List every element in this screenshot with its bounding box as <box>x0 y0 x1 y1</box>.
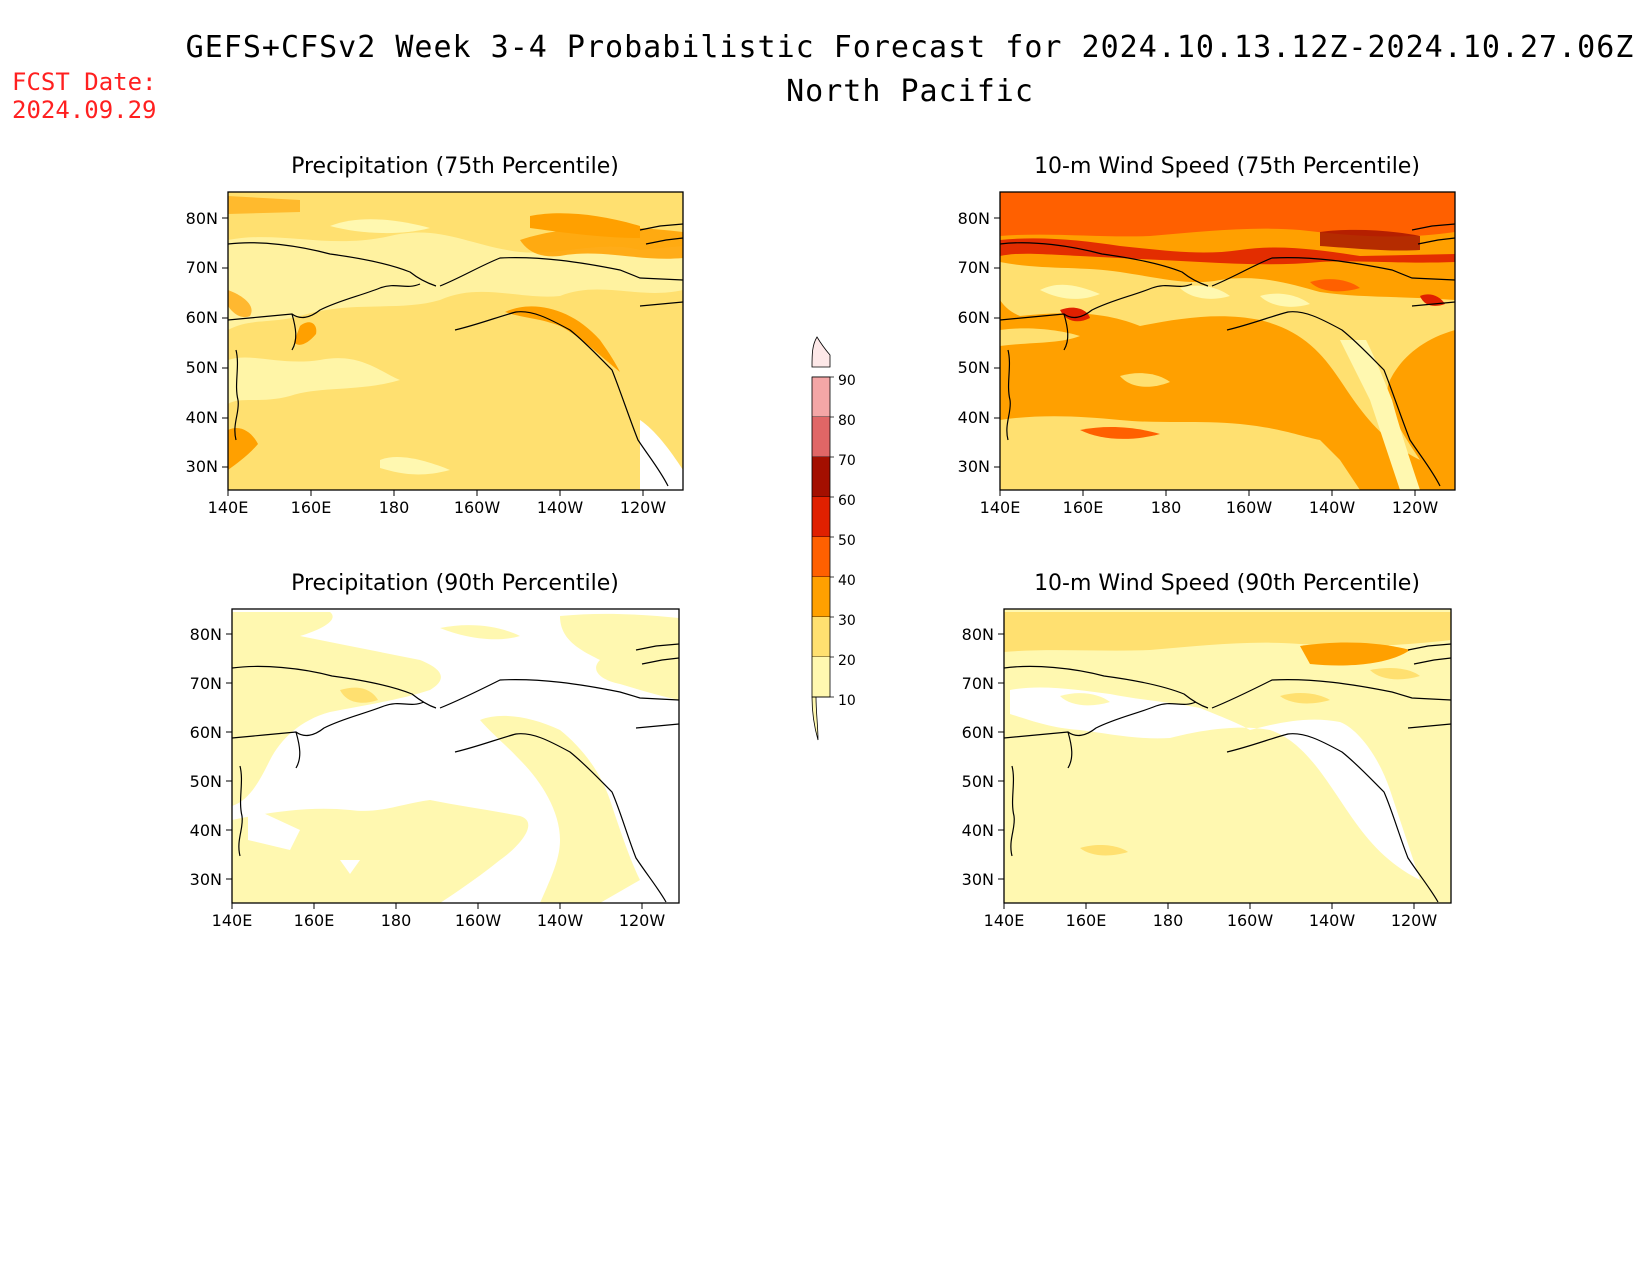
lat-axis: 80N 70N 60N 50N 40N 30N <box>186 209 218 476</box>
lat-tick-label: 40N <box>190 821 222 840</box>
lat-tick-label: 70N <box>186 258 218 277</box>
colorbar-swatch <box>812 577 830 617</box>
panel-title: 10-m Wind Speed (75th Percentile) <box>1034 154 1420 179</box>
lon-tick-label: 140W <box>1309 498 1356 517</box>
lon-tick-label: 160E <box>1063 498 1104 517</box>
colorbar-label: 80 <box>838 413 856 429</box>
lon-tick-label: 140E <box>980 498 1021 517</box>
lat-tick-label: 60N <box>186 308 218 327</box>
wind-90-contours <box>1004 609 1451 903</box>
colorbar-swatch <box>812 617 830 657</box>
lat-tick-label: 80N <box>958 209 990 228</box>
lon-tick-label: 160W <box>455 911 502 930</box>
lon-tick-label: 180 <box>381 911 412 930</box>
lat-tick-label: 70N <box>962 674 994 693</box>
colorbar-labels: 90 80 70 60 50 40 30 20 10 <box>838 373 856 709</box>
colorbar-label: 20 <box>838 653 856 669</box>
colorbar: 90 80 70 60 50 40 30 20 10 <box>811 336 856 741</box>
lon-tick-label: 160E <box>291 498 332 517</box>
panel-title: Precipitation (90th Percentile) <box>291 571 619 596</box>
colorbar-frame <box>811 376 831 698</box>
lat-tick-label: 30N <box>958 457 990 476</box>
colorbar-label: 50 <box>838 533 856 549</box>
colorbar-label: 70 <box>838 453 856 469</box>
lon-tick-label: 160E <box>1066 911 1107 930</box>
lon-tick-label: 160W <box>1226 498 1273 517</box>
colorbar-swatch <box>812 657 830 697</box>
lon-tick-label: 120W <box>1391 911 1438 930</box>
coastline <box>1004 643 1451 903</box>
lat-tick-label: 80N <box>190 625 222 644</box>
lat-axis: 80N 70N 60N 50N 40N 30N <box>958 209 990 476</box>
panel-wind-75: 10-m Wind Speed (75th Percentile) <box>958 154 1456 517</box>
lon-axis: 140E 160E 180 160W 140W 120W <box>212 911 666 930</box>
lon-axis: 140E 160E 180 160W 140W 120W <box>980 498 1439 517</box>
lon-tick-label: 180 <box>1151 498 1182 517</box>
lat-tick-label: 40N <box>958 408 990 427</box>
lon-tick-label: 160W <box>454 498 501 517</box>
wind-75-contours <box>1000 192 1455 490</box>
panel-title: 10-m Wind Speed (90th Percentile) <box>1034 571 1420 596</box>
colorbar-swatch <box>812 457 830 497</box>
precip-75-contours <box>228 192 683 490</box>
lat-tick-label: 40N <box>186 408 218 427</box>
lat-tick-label: 30N <box>186 457 218 476</box>
lat-tick-label: 30N <box>190 870 222 889</box>
coastline <box>232 643 679 903</box>
lat-tick-label: 50N <box>190 772 222 791</box>
colorbar-label: 90 <box>838 373 856 389</box>
lat-tick-label: 60N <box>190 723 222 742</box>
colorbar-label: 40 <box>838 573 856 589</box>
panel-precip-75: Precipitation (75th Percentile) <box>186 154 684 517</box>
lat-tick-label: 40N <box>962 821 994 840</box>
colorbar-swatches <box>811 376 834 698</box>
coastline <box>1000 223 1455 487</box>
colorbar-swatch <box>812 537 830 577</box>
region-subtitle: North Pacific <box>786 74 1034 109</box>
lon-tick-label: 180 <box>379 498 410 517</box>
lon-tick-label: 140E <box>208 498 249 517</box>
colorbar-label: 10 <box>838 693 856 709</box>
lon-tick-label: 120W <box>620 498 667 517</box>
panel-precip-90: Precipitation (90th Percentile) 80N 70N <box>190 571 680 930</box>
lat-axis: 80N 70N 60N 50N 40N 30N <box>190 625 222 889</box>
lat-tick-label: 80N <box>186 209 218 228</box>
lat-tick-label: 30N <box>962 870 994 889</box>
panel-wind-90: 10-m Wind Speed (90th Percentile) 80N 70… <box>962 571 1452 930</box>
lat-tick-label: 50N <box>962 772 994 791</box>
fcst-date-value: 2024.09.29 <box>12 96 157 124</box>
coastline <box>228 223 683 487</box>
lon-tick-label: 140E <box>984 911 1025 930</box>
lon-axis: 140E 160E 180 160W 140W 120W <box>984 911 1438 930</box>
lon-tick-label: 120W <box>1392 498 1439 517</box>
colorbar-label: 30 <box>838 613 856 629</box>
lat-tick-label: 80N <box>962 625 994 644</box>
main-title: GEFS+CFSv2 Week 3-4 Probabilistic Foreca… <box>185 30 1635 65</box>
precip-90-contours <box>232 609 679 903</box>
lon-axis: 140E 160E 180 160W 140W 120W <box>208 498 667 517</box>
panel-title: Precipitation (75th Percentile) <box>291 154 619 179</box>
colorbar-swatch <box>812 497 830 537</box>
lon-tick-label: 140E <box>212 911 253 930</box>
lat-tick-label: 70N <box>958 258 990 277</box>
lat-tick-label: 60N <box>958 308 990 327</box>
lon-tick-label: 140W <box>537 498 584 517</box>
colorbar-swatch <box>812 377 830 417</box>
lon-tick-label: 140W <box>1309 911 1356 930</box>
lon-tick-label: 120W <box>619 911 666 930</box>
colorbar-label: 60 <box>838 493 856 509</box>
fcst-date-label: FCST Date: <box>12 68 157 96</box>
lat-tick-label: 50N <box>958 358 990 377</box>
lon-tick-label: 180 <box>1153 911 1184 930</box>
lat-tick-label: 70N <box>190 674 222 693</box>
lat-tick-label: 60N <box>962 723 994 742</box>
lon-tick-label: 160W <box>1227 911 1274 930</box>
lat-axis: 80N 70N 60N 50N 40N 30N <box>962 625 994 889</box>
lon-tick-label: 160E <box>294 911 335 930</box>
lat-tick-label: 50N <box>186 358 218 377</box>
colorbar-swatch <box>812 417 830 457</box>
lon-tick-label: 140W <box>537 911 584 930</box>
